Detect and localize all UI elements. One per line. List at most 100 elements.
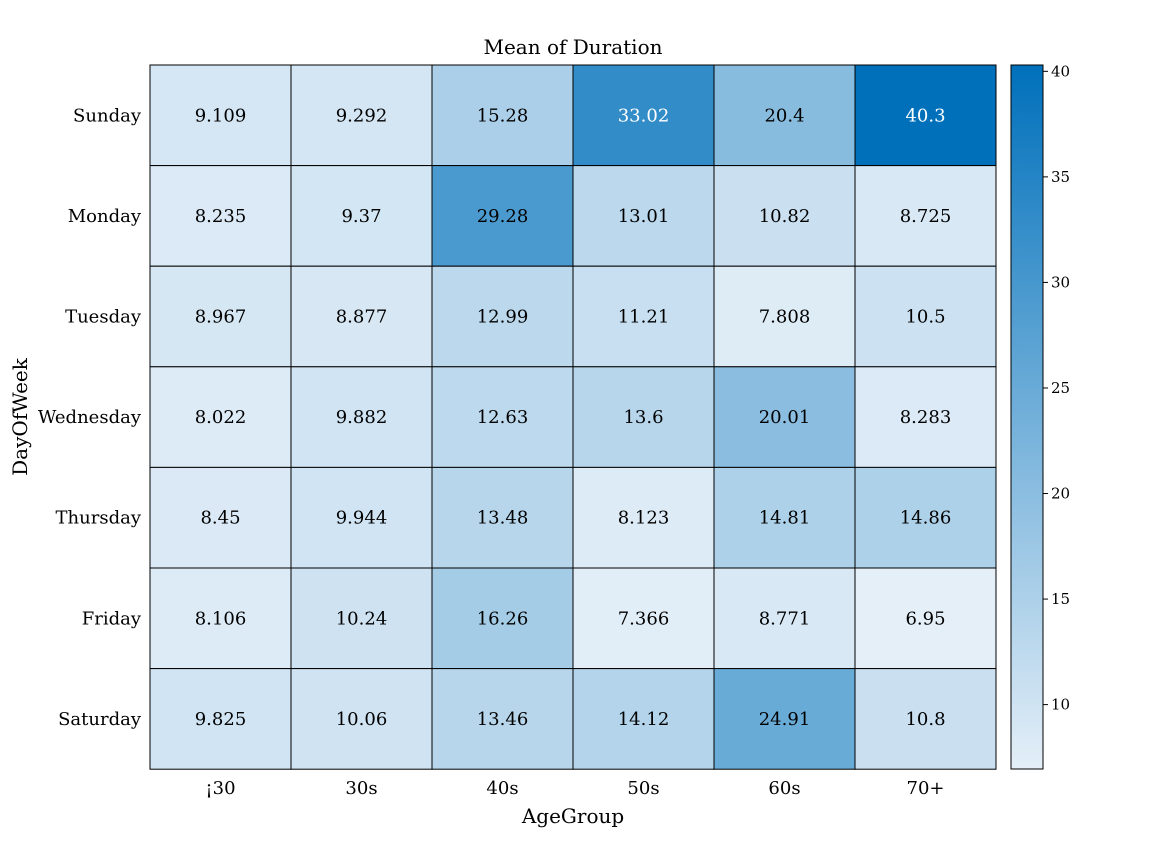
y-tick-label: Wednesday <box>38 407 142 428</box>
cell-value-label: 8.022 <box>195 407 247 428</box>
cell-value-label: 8.877 <box>336 307 388 328</box>
heatmap-cell <box>149 668 292 770</box>
heatmap-cell <box>572 466 715 569</box>
cell-value-label: 29.28 <box>477 206 529 227</box>
y-tick-label: Saturday <box>58 709 142 730</box>
cell-value-label: 9.825 <box>195 709 247 730</box>
heatmap-cell-labels: 9.109 9.292 15.28 33.02 20.4 40.3 8.235 9.37 29.… <box>195 105 952 730</box>
cell-value-label: 8.45 <box>200 508 240 529</box>
y-tick-label: Sunday <box>73 105 142 126</box>
cell-value-label: 14.86 <box>900 508 952 529</box>
cell-value-label: 6.95 <box>905 608 945 629</box>
cell-value-label: 7.366 <box>618 608 670 629</box>
y-tick-label: Monday <box>68 206 142 227</box>
heatmap-cell <box>572 668 715 770</box>
cell-value-label: 8.725 <box>900 206 952 227</box>
chart-title: Mean of Duration <box>483 35 662 59</box>
cell-value-label: 13.6 <box>623 407 663 428</box>
heatmap-cells <box>149 64 997 770</box>
heatmap-cell <box>854 668 997 770</box>
cell-value-label: 20.4 <box>764 105 804 126</box>
heatmap-cell <box>431 64 574 167</box>
heatmap-cell <box>854 466 997 569</box>
heatmap-cell <box>854 366 997 468</box>
cell-value-label: 9.944 <box>336 508 388 529</box>
heatmap-cell <box>431 366 574 468</box>
cell-value-label: 13.01 <box>618 206 670 227</box>
cell-value-label: 9.37 <box>341 206 381 227</box>
heatmap-cell <box>290 64 433 167</box>
cell-value-label: 13.48 <box>477 508 529 529</box>
cell-value-label: 8.283 <box>900 407 952 428</box>
y-axis-label: DayOfWeek <box>8 357 32 476</box>
heatmap-cell <box>572 265 715 368</box>
heatmap-cell <box>713 668 856 770</box>
cell-value-label: 15.28 <box>477 105 529 126</box>
heatmap-cell <box>713 265 856 368</box>
cell-value-label: 14.81 <box>759 508 811 529</box>
heatmap-cell <box>290 265 433 368</box>
cell-value-label: 10.5 <box>905 307 945 328</box>
heatmap-cell <box>572 64 715 167</box>
heatmap-cell <box>572 366 715 468</box>
cell-value-label: 16.26 <box>477 608 529 629</box>
colorbar-tick-label: 15 <box>1051 590 1070 608</box>
colorbar-gradient <box>1010 64 1044 770</box>
colorbar-tick-label: 35 <box>1051 168 1070 186</box>
x-tick-label: 60s <box>768 778 800 799</box>
x-tick-label: 50s <box>627 778 659 799</box>
heatmap-cell <box>149 567 292 670</box>
colorbar-tick-label: 30 <box>1051 273 1070 291</box>
colorbar-tick-label: 10 <box>1051 696 1070 714</box>
cell-value-label: 14.12 <box>618 709 670 730</box>
x-tick-label: 40s <box>486 778 518 799</box>
y-tick-label: Tuesday <box>65 307 142 328</box>
heatmap-cell <box>149 366 292 468</box>
cell-value-label: 8.771 <box>759 608 811 629</box>
cell-value-label: 33.02 <box>618 105 670 126</box>
heatmap-cell <box>149 64 292 167</box>
heatmap-cell <box>290 668 433 770</box>
cell-value-label: 40.3 <box>905 105 945 126</box>
cell-value-label: 13.46 <box>477 709 529 730</box>
y-tick-labels: Sunday Monday Tuesday Wednesday Thursday Frid… <box>38 105 142 730</box>
heatmap-cell <box>290 366 433 468</box>
cell-value-label: 8.235 <box>195 206 247 227</box>
cell-value-label: 9.109 <box>195 105 247 126</box>
colorbar-tick-label: 25 <box>1051 379 1070 397</box>
heatmap-cell <box>713 366 856 468</box>
cell-value-label: 10.82 <box>759 206 811 227</box>
cell-value-label: 12.63 <box>477 407 529 428</box>
heatmap-cell <box>431 668 574 770</box>
cell-value-label: 10.8 <box>905 709 945 730</box>
colorbar-ticks: 10 15 20 25 30 35 40 <box>1043 62 1070 714</box>
colorbar-tick-label: 40 <box>1051 62 1070 80</box>
cell-value-label: 8.123 <box>618 508 670 529</box>
heatmap-cell <box>854 265 997 368</box>
heatmap-cell <box>713 64 856 167</box>
cell-value-label: 8.967 <box>195 307 247 328</box>
heatmap-cell <box>572 165 715 267</box>
heatmap-cell <box>713 466 856 569</box>
cell-value-label: 9.882 <box>336 407 388 428</box>
heatmap-cell <box>854 64 997 167</box>
heatmap-cell <box>431 466 574 569</box>
cell-value-label: 10.24 <box>336 608 388 629</box>
y-tick-label: Friday <box>82 608 142 629</box>
x-tick-label: ¡30 <box>205 778 235 799</box>
x-tick-labels: ¡30 30s 40s 50s 60s 70+ <box>205 778 944 799</box>
cell-value-label: 12.99 <box>477 307 529 328</box>
colorbar-tick-label: 20 <box>1051 485 1070 503</box>
cell-value-label: 9.292 <box>336 105 388 126</box>
colorbar: 10 15 20 25 30 35 40 <box>1010 62 1070 770</box>
x-tick-label: 30s <box>345 778 377 799</box>
heatmap-cell <box>149 265 292 368</box>
y-tick-label: Thursday <box>56 508 142 529</box>
heatmap-cell <box>854 567 997 670</box>
cell-value-label: 10.06 <box>336 709 388 730</box>
heatmap-cell <box>854 165 997 267</box>
cell-value-label: 8.106 <box>195 608 247 629</box>
heatmap-cell <box>149 466 292 569</box>
cell-value-label: 11.21 <box>618 307 670 328</box>
heatmap-cell <box>290 165 433 267</box>
